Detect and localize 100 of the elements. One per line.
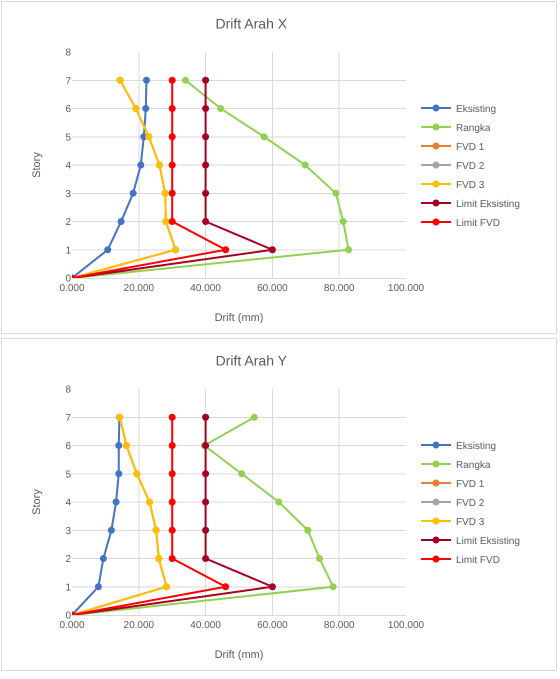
x-tick-label: 60.000 — [257, 283, 288, 294]
x-tick-label: 100.000 — [388, 283, 425, 294]
y-tick-label: 4 — [65, 498, 72, 508]
y-tick-label: 3 — [65, 526, 72, 537]
legend-label: Limit FVD — [456, 554, 500, 566]
y-tick-label: 1 — [65, 582, 72, 594]
legend-label: Rangka — [456, 460, 491, 471]
legend-label: FVD 2 — [456, 498, 485, 509]
point — [202, 133, 210, 140]
point — [168, 105, 176, 112]
point — [168, 470, 176, 478]
point — [217, 105, 224, 112]
legend-label: Limit FVD — [456, 218, 500, 229]
point — [202, 470, 210, 478]
x-tick-label: 0.000 — [59, 620, 85, 631]
y-tick-label: 0 — [65, 610, 72, 622]
point — [137, 162, 144, 168]
chart-title: Drift Arah Y — [216, 352, 288, 368]
y-tick-label: 5 — [65, 469, 72, 480]
x-tick-label: 80.000 — [324, 620, 355, 631]
point — [340, 218, 347, 225]
x-tick-label: 20.000 — [124, 283, 155, 294]
point — [168, 190, 176, 197]
y-tick-label: 6 — [65, 441, 72, 452]
point — [268, 246, 276, 254]
point — [168, 76, 176, 84]
point — [330, 583, 337, 590]
point — [112, 498, 120, 506]
point — [275, 498, 282, 506]
y-tick-label: 1 — [65, 245, 72, 256]
point — [100, 555, 107, 562]
y-tick-label: 7 — [65, 412, 72, 424]
x-tick-label: 100.000 — [388, 620, 425, 631]
legend-label: Eksisting — [456, 104, 496, 115]
point — [130, 190, 137, 197]
point — [168, 526, 176, 534]
point — [202, 555, 210, 562]
y-tick-label: 8 — [65, 48, 72, 58]
x-tick-label: 0.000 — [59, 283, 85, 294]
y-axis-title: Story — [31, 488, 43, 515]
point — [302, 162, 309, 168]
legend-label: FVD 3 — [456, 180, 485, 191]
point — [268, 583, 276, 590]
x-tick-label: 60.000 — [257, 620, 288, 631]
point — [168, 162, 176, 168]
point — [104, 246, 112, 254]
legend-label: Rangka — [456, 122, 491, 134]
point — [118, 218, 125, 225]
point — [238, 470, 246, 478]
point — [202, 162, 210, 168]
point — [115, 442, 122, 449]
legend-label: Limit Eksisting — [456, 198, 520, 210]
legend-label: FVD 1 — [456, 478, 485, 490]
point — [304, 526, 312, 534]
y-tick-label: 8 — [65, 384, 72, 396]
point — [202, 414, 210, 421]
point — [260, 133, 268, 140]
point — [202, 498, 210, 506]
x-tick-label: 40.000 — [190, 620, 222, 631]
y-tick-label: 4 — [65, 160, 72, 172]
point — [142, 76, 150, 84]
y-tick-label: 7 — [65, 76, 72, 87]
point — [168, 133, 176, 140]
legend-label: FVD 3 — [456, 516, 485, 528]
point — [202, 218, 210, 225]
point — [202, 76, 210, 84]
point — [345, 246, 352, 254]
point — [202, 526, 210, 534]
point — [94, 583, 102, 590]
point — [168, 498, 176, 506]
point — [202, 105, 210, 112]
x-tick-label: 80.000 — [324, 283, 355, 294]
point — [202, 190, 210, 197]
point — [250, 414, 258, 421]
chart-title: Drift Arah X — [216, 15, 288, 32]
point — [222, 246, 230, 254]
x-axis-title: Drift (mm) — [214, 312, 264, 324]
point — [142, 105, 150, 112]
y-tick-label: 2 — [65, 554, 72, 565]
point — [168, 414, 176, 421]
point — [222, 583, 230, 590]
point — [332, 190, 340, 197]
y-tick-label: 0 — [65, 274, 72, 284]
point — [316, 555, 323, 562]
y-tick-label: 5 — [65, 132, 72, 144]
x-tick-label: 40.000 — [190, 283, 222, 294]
point — [168, 218, 176, 225]
y-tick-label: 2 — [65, 217, 72, 228]
point — [168, 442, 176, 449]
legend-label: FVD 2 — [456, 160, 485, 172]
point — [168, 555, 176, 562]
point — [108, 526, 115, 534]
y-tick-label: 6 — [65, 104, 72, 115]
point — [182, 76, 190, 84]
x-tick-label: 20.000 — [124, 620, 155, 631]
legend-label: Eksisting — [456, 440, 496, 452]
point — [115, 470, 122, 478]
x-axis-title: Drift (mm) — [214, 649, 264, 661]
legend-label: FVD 1 — [456, 142, 485, 153]
y-tick-label: 3 — [65, 188, 72, 200]
